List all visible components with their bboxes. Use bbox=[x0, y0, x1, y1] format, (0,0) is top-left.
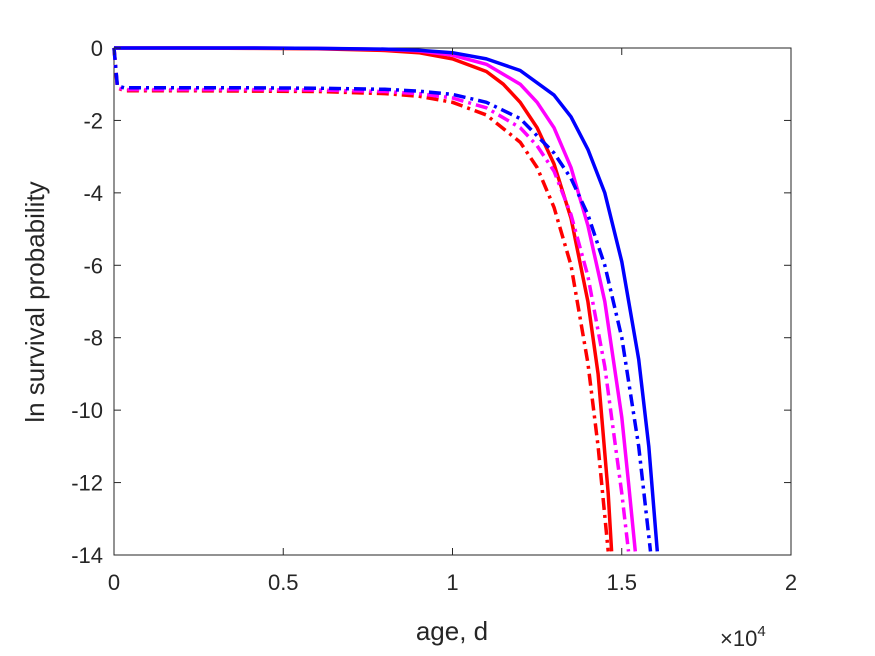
series-line-3 bbox=[114, 46, 660, 552]
y-tick-label: -6 bbox=[83, 253, 103, 278]
series-line-6 bbox=[112, 47, 653, 552]
x-axis-ticks: 0 0.5 1 1.5 2 bbox=[108, 48, 797, 595]
x-tick-label: 0 bbox=[108, 570, 120, 595]
series-layer bbox=[112, 46, 660, 552]
plot-area bbox=[113, 47, 792, 556]
x-tick-label: 1.5 bbox=[606, 570, 637, 595]
y-axis-ticks: 0 -2 -4 -6 -8 -10 -12 -14 bbox=[71, 36, 791, 568]
x-tick-label: 1 bbox=[446, 570, 458, 595]
y-tick-label: -10 bbox=[71, 398, 103, 423]
y-tick-label: -12 bbox=[71, 471, 103, 496]
y-tick-label: -8 bbox=[83, 326, 103, 351]
series-line-5 bbox=[112, 47, 631, 552]
x-axis-exponent: ×104 bbox=[720, 623, 766, 651]
x-axis-exponent-base: ×10 bbox=[720, 626, 757, 651]
x-tick-label: 0.5 bbox=[268, 570, 299, 595]
y-tick-label: -2 bbox=[83, 108, 103, 133]
y-tick-label: -14 bbox=[71, 543, 103, 568]
y-axis-label: ln survival probability bbox=[20, 181, 50, 422]
y-tick-label: 0 bbox=[91, 36, 103, 61]
x-axis-exponent-power: 4 bbox=[757, 623, 765, 640]
y-tick-label: -4 bbox=[83, 181, 103, 206]
x-tick-label: 2 bbox=[785, 570, 797, 595]
x-axis-label: age, d bbox=[416, 616, 488, 646]
